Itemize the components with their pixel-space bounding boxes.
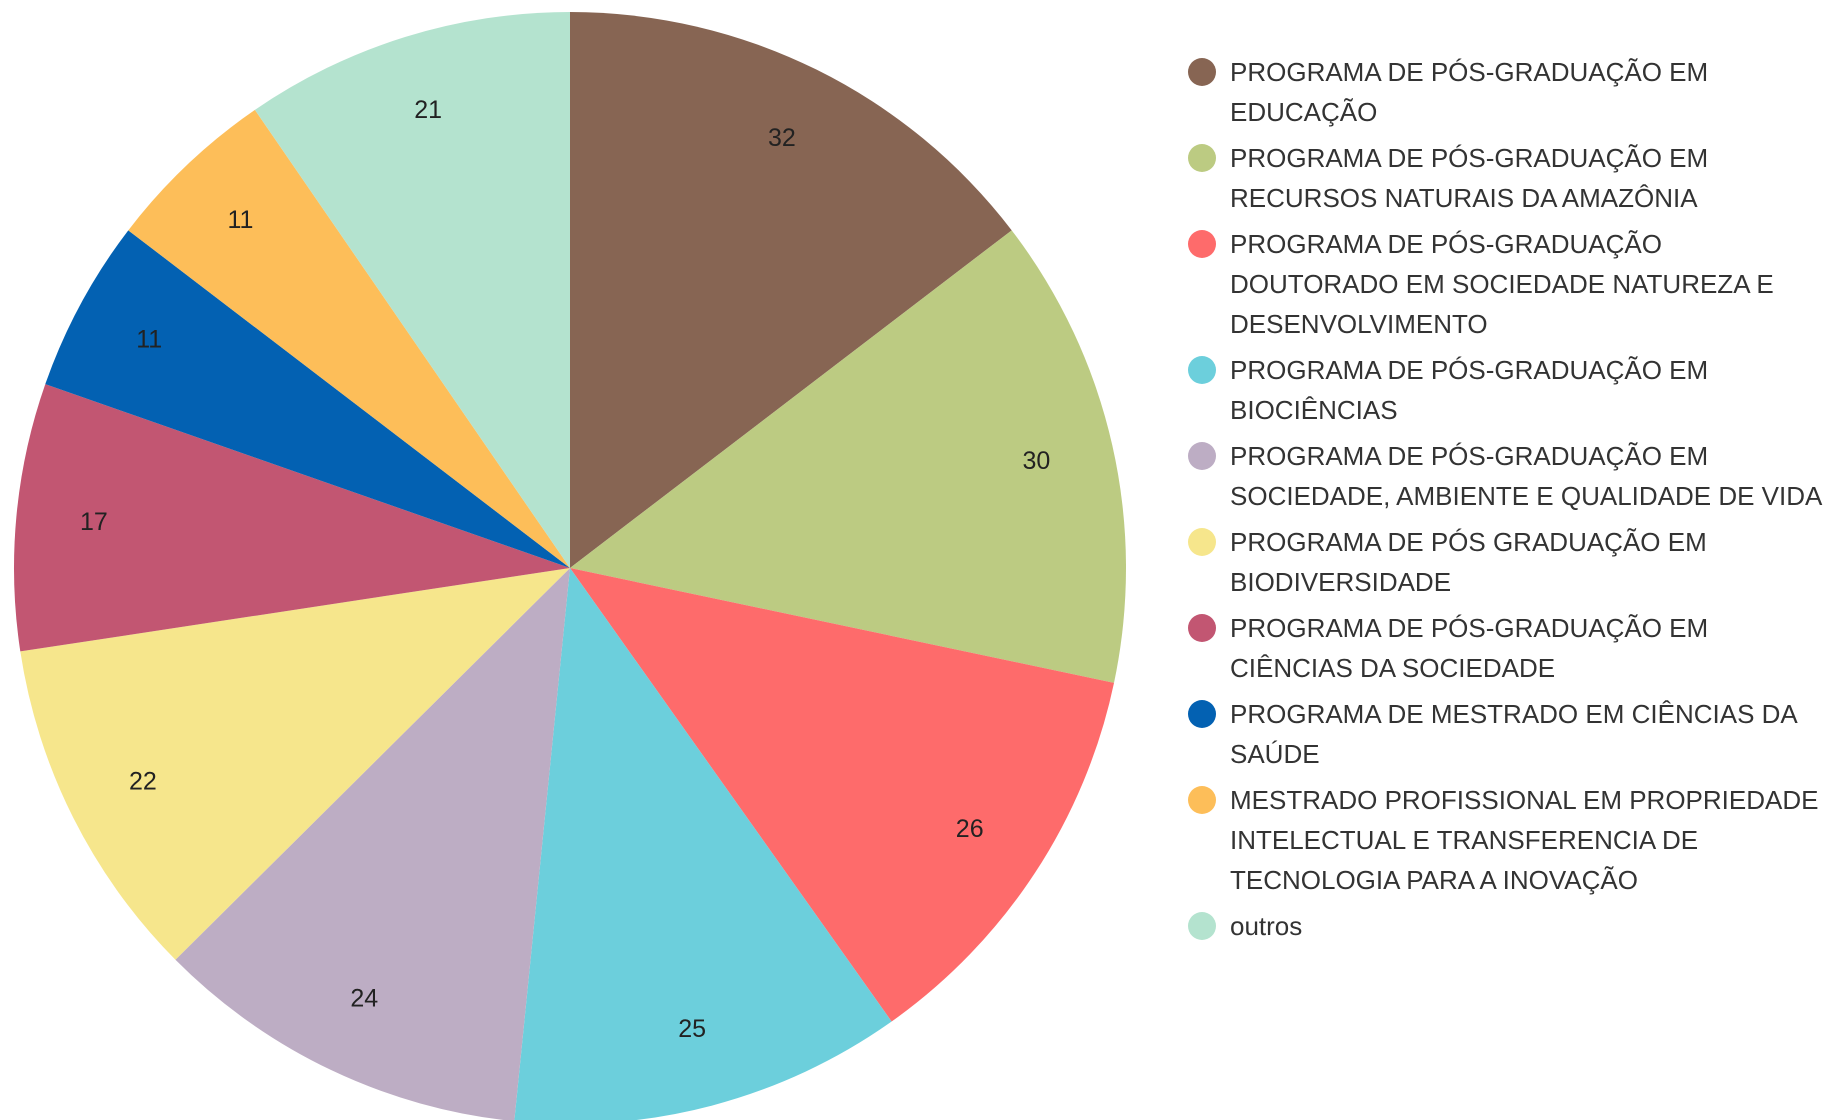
- data-label: 25: [678, 1015, 706, 1043]
- legend-swatch: [1188, 786, 1216, 814]
- legend-swatch: [1188, 614, 1216, 642]
- data-label: 11: [228, 206, 254, 234]
- legend-label: MESTRADO PROFISSIONAL EM PROPRIEDADE INT…: [1230, 785, 1819, 895]
- legend-item[interactable]: PROGRAMA DE PÓS-GRADUAÇÃO EM RECURSOS NA…: [1188, 138, 1828, 218]
- legend-item[interactable]: PROGRAMA DE PÓS-GRADUAÇÃO EM SOCIEDADE, …: [1188, 436, 1828, 516]
- legend-label: PROGRAMA DE PÓS-GRADUAÇÃO EM EDUCAÇÃO: [1230, 57, 1709, 127]
- data-label: 32: [768, 124, 796, 152]
- data-label: 26: [956, 815, 984, 843]
- pie-slice: [514, 568, 892, 1120]
- legend-swatch: [1188, 442, 1216, 470]
- data-label: 21: [414, 96, 442, 124]
- legend-swatch: [1188, 700, 1216, 728]
- legend-item[interactable]: PROGRAMA DE PÓS-GRADUAÇÃO DOUTORADO EM S…: [1188, 224, 1828, 344]
- legend-swatch: [1188, 58, 1216, 86]
- legend-label: PROGRAMA DE PÓS-GRADUAÇÃO EM BIOCIÊNCIAS: [1230, 355, 1709, 425]
- pie-slice: [13, 384, 570, 652]
- legend-swatch: [1188, 912, 1216, 940]
- legend-label: PROGRAMA DE PÓS GRADUAÇÃO EM BIODIVERSID…: [1230, 527, 1707, 597]
- legend-swatch: [1188, 528, 1216, 556]
- legend-swatch: [1188, 356, 1216, 384]
- legend-label: PROGRAMA DE PÓS-GRADUAÇÃO EM RECURSOS NA…: [1230, 143, 1709, 213]
- pie-slice: [570, 230, 1127, 683]
- data-label: 22: [129, 768, 157, 796]
- data-label: 17: [80, 508, 108, 536]
- legend-item[interactable]: PROGRAMA DE PÓS-GRADUAÇÃO EM CIÊNCIAS DA…: [1188, 608, 1828, 688]
- data-label: 11: [136, 326, 162, 354]
- legend-swatch: [1188, 144, 1216, 172]
- legend-label: PROGRAMA DE MESTRADO EM CIÊNCIAS DA SAÚD…: [1230, 699, 1797, 769]
- pie-slice: [128, 109, 571, 569]
- legend-item[interactable]: PROGRAMA DE PÓS GRADUAÇÃO EM BIODIVERSID…: [1188, 522, 1828, 602]
- pie-slice: [175, 568, 570, 1120]
- legend-item[interactable]: PROGRAMA DE MESTRADO EM CIÊNCIAS DA SAÚD…: [1188, 694, 1828, 774]
- pie-slice: [254, 12, 570, 568]
- chart: 32 30 26 25 24 22 17 11 11 21: [13, 12, 1127, 1120]
- data-label: 30: [1022, 447, 1050, 475]
- legend-item[interactable]: PROGRAMA DE PÓS-GRADUAÇÃO EM BIOCIÊNCIAS: [1188, 350, 1828, 430]
- legend-label: outros: [1230, 911, 1303, 941]
- legend-item[interactable]: outros: [1188, 906, 1828, 946]
- legend-item[interactable]: PROGRAMA DE PÓS-GRADUAÇÃO EM EDUCAÇÃO: [1188, 52, 1828, 132]
- pie-slice: [570, 568, 1115, 1022]
- legend-label: PROGRAMA DE PÓS-GRADUAÇÃO EM SOCIEDADE, …: [1230, 441, 1823, 511]
- legend-item[interactable]: MESTRADO PROFISSIONAL EM PROPRIEDADE INT…: [1188, 780, 1828, 900]
- pie-slice: [570, 12, 1012, 568]
- pie-slice: [45, 230, 570, 568]
- data-label: 24: [350, 984, 378, 1012]
- legend: PROGRAMA DE PÓS-GRADUAÇÃO EM EDUCAÇÃO PRO…: [1188, 52, 1828, 946]
- legend-label: PROGRAMA DE PÓS-GRADUAÇÃO DOUTORADO EM S…: [1230, 229, 1774, 339]
- legend-label: PROGRAMA DE PÓS-GRADUAÇÃO EM CIÊNCIAS DA…: [1230, 613, 1709, 683]
- pie-slice: [20, 568, 570, 960]
- legend-swatch: [1188, 230, 1216, 258]
